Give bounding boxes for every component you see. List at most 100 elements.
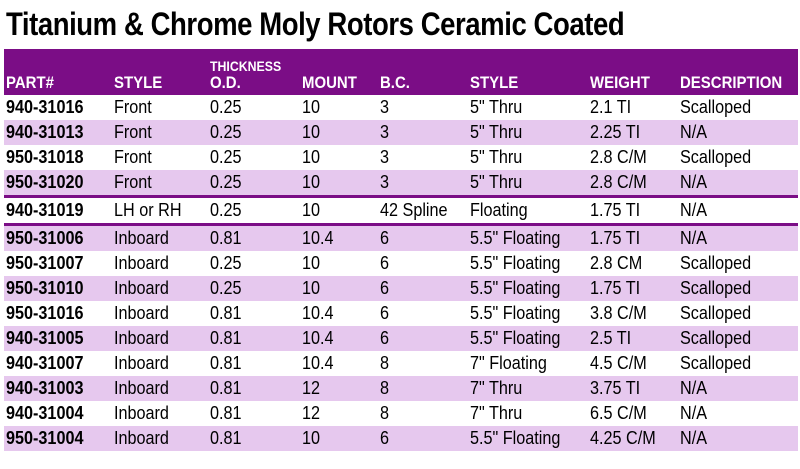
cell-od: 0.81 [210,378,242,398]
cell-mount: 10 [302,278,321,298]
cell-description: Scalloped [680,97,752,117]
table-row: 950-31007 Inboard 0.25 10 6 5.5" Floating 2.8 … [4,251,798,276]
cell-style: Inboard [114,278,169,298]
cell-mount: 12 [302,403,321,423]
cell-weight: 4.5 C/M [590,353,647,373]
cell-mount: 10 [302,122,321,142]
cell-style2: 5.5" Floating [470,253,561,273]
cell-description: N/A [680,428,708,448]
cell-style2: 7" Thru [470,378,523,398]
cell-style2: 7" Floating [470,353,547,373]
cell-bc: 6 [380,303,390,323]
cell-od: 0.81 [210,228,242,248]
cell-style: Front [114,122,152,142]
cell-part: 940-31013 [6,122,84,142]
cell-weight: 2.1 TI [590,97,632,117]
cell-part: 940-31007 [6,353,84,373]
cell-description: N/A [680,172,708,192]
cell-style: Inboard [114,253,169,273]
cell-description: Scalloped [680,147,752,167]
cell-part: 940-31019 [4,195,114,226]
cell-weight: 2.8 C/M [590,147,647,167]
cell-style2: 5" Thru [470,147,523,167]
table-row: 940-31016 Front 0.25 10 3 5" Thru 2.1 TI Scallo… [4,95,798,120]
cell-bc: 3 [380,147,390,167]
cell-weight: 2.5 TI [590,328,632,348]
cell-style2: 5" Thru [470,97,523,117]
cell-od: 0.81 [210,353,242,373]
cell-bc: 3 [380,172,390,192]
header-od: THICKNESS O.D. [210,58,282,92]
cell-style: Inboard [114,228,169,248]
table-row: 950-31018 Front 0.25 10 3 5" Thru 2.8 C/M Scall… [4,145,798,170]
cell-part: 940-31003 [6,378,84,398]
cell-bc: 8 [380,403,390,423]
cell-description: Scalloped [680,353,752,373]
table-row: 950-31010 Inboard 0.25 10 6 5.5" Floating 1.75… [4,276,798,301]
header-mount: MOUNT [302,73,357,92]
cell-mount: 12 [302,378,321,398]
cell-style: Front [114,97,152,117]
cell-mount: 10 [302,97,321,117]
header-description: DESCRIPTION [680,73,783,92]
cell-style: LH or RH [114,195,210,226]
cell-mount: 10 [302,428,321,448]
cell-part: 940-31005 [6,328,84,348]
cell-od: 0.81 [210,403,242,423]
cell-weight: 6.5 C/M [590,403,647,423]
cell-bc: 6 [380,253,390,273]
cell-mount: 10.4 [302,303,334,323]
cell-style: Inboard [114,378,169,398]
header-bc: B.C. [380,73,410,92]
page-title: Titanium & Chrome Moly Rotors Ceramic Co… [6,6,625,42]
cell-weight: 3.8 C/M [590,303,647,323]
cell-description: N/A [680,195,798,226]
cell-mount: 10.4 [302,228,334,248]
cell-part: 940-31004 [6,403,84,423]
table-row: 940-31003 Inboard 0.81 12 8 7" Thru 3.75 TI N/A [4,376,798,401]
cell-mount: 10 [302,253,321,273]
cell-description: Scalloped [680,253,752,273]
header-style: STYLE [114,73,163,92]
cell-part: 950-31006 [6,228,84,248]
cell-part: 950-31018 [6,147,84,167]
cell-part: 950-31016 [6,303,84,323]
cell-style2: 5.5" Floating [470,278,561,298]
cell-style2: 7" Thru [470,403,523,423]
cell-part: 950-31010 [6,278,84,298]
cell-style: Inboard [114,403,169,423]
cell-od: 0.25 [210,147,242,167]
cell-style2: Floating [470,195,590,226]
cell-style2: 5.5" Floating [470,328,561,348]
cell-weight: 4.25 C/M [590,428,656,448]
cell-description: N/A [680,403,708,423]
cell-style: Inboard [114,428,169,448]
cell-weight: 2.25 TI [590,122,641,142]
cell-bc: 3 [380,97,390,117]
table-row: 940-31019 LH or RH 0.25 10 42 Spline Floating… [4,195,798,226]
rotor-table: PART# STYLE THICKNESS O.D. MOUNT B.C. STY… [4,49,798,451]
cell-od: 0.81 [210,303,242,323]
cell-style2: 5.5" Floating [470,303,561,323]
table-row: 940-31013 Front 0.25 10 3 5" Thru 2.25 TI N/A [4,120,798,145]
cell-style2: 5" Thru [470,122,523,142]
cell-style2: 5.5" Floating [470,428,561,448]
cell-weight: 1.75 TI [590,228,641,248]
cell-style2: 5.5" Floating [470,228,561,248]
cell-bc: 8 [380,378,390,398]
cell-od: 0.25 [210,172,242,192]
cell-od: 0.25 [210,278,242,298]
table-row: 950-31020 Front 0.25 10 3 5" Thru 2.8 C/M N/A [4,170,798,197]
cell-style: Inboard [114,328,169,348]
cell-part: 950-31020 [6,172,84,192]
header-row: PART# STYLE THICKNESS O.D. MOUNT B.C. STY… [4,49,798,95]
cell-description: N/A [680,228,708,248]
cell-mount: 10 [302,147,321,167]
table-header: PART# STYLE THICKNESS O.D. MOUNT B.C. STY… [4,49,798,95]
cell-bc: 3 [380,122,390,142]
cell-description: Scalloped [680,328,752,348]
cell-mount: 10.4 [302,353,334,373]
cell-part: 940-31016 [6,97,84,117]
cell-style2: 5" Thru [470,172,523,192]
